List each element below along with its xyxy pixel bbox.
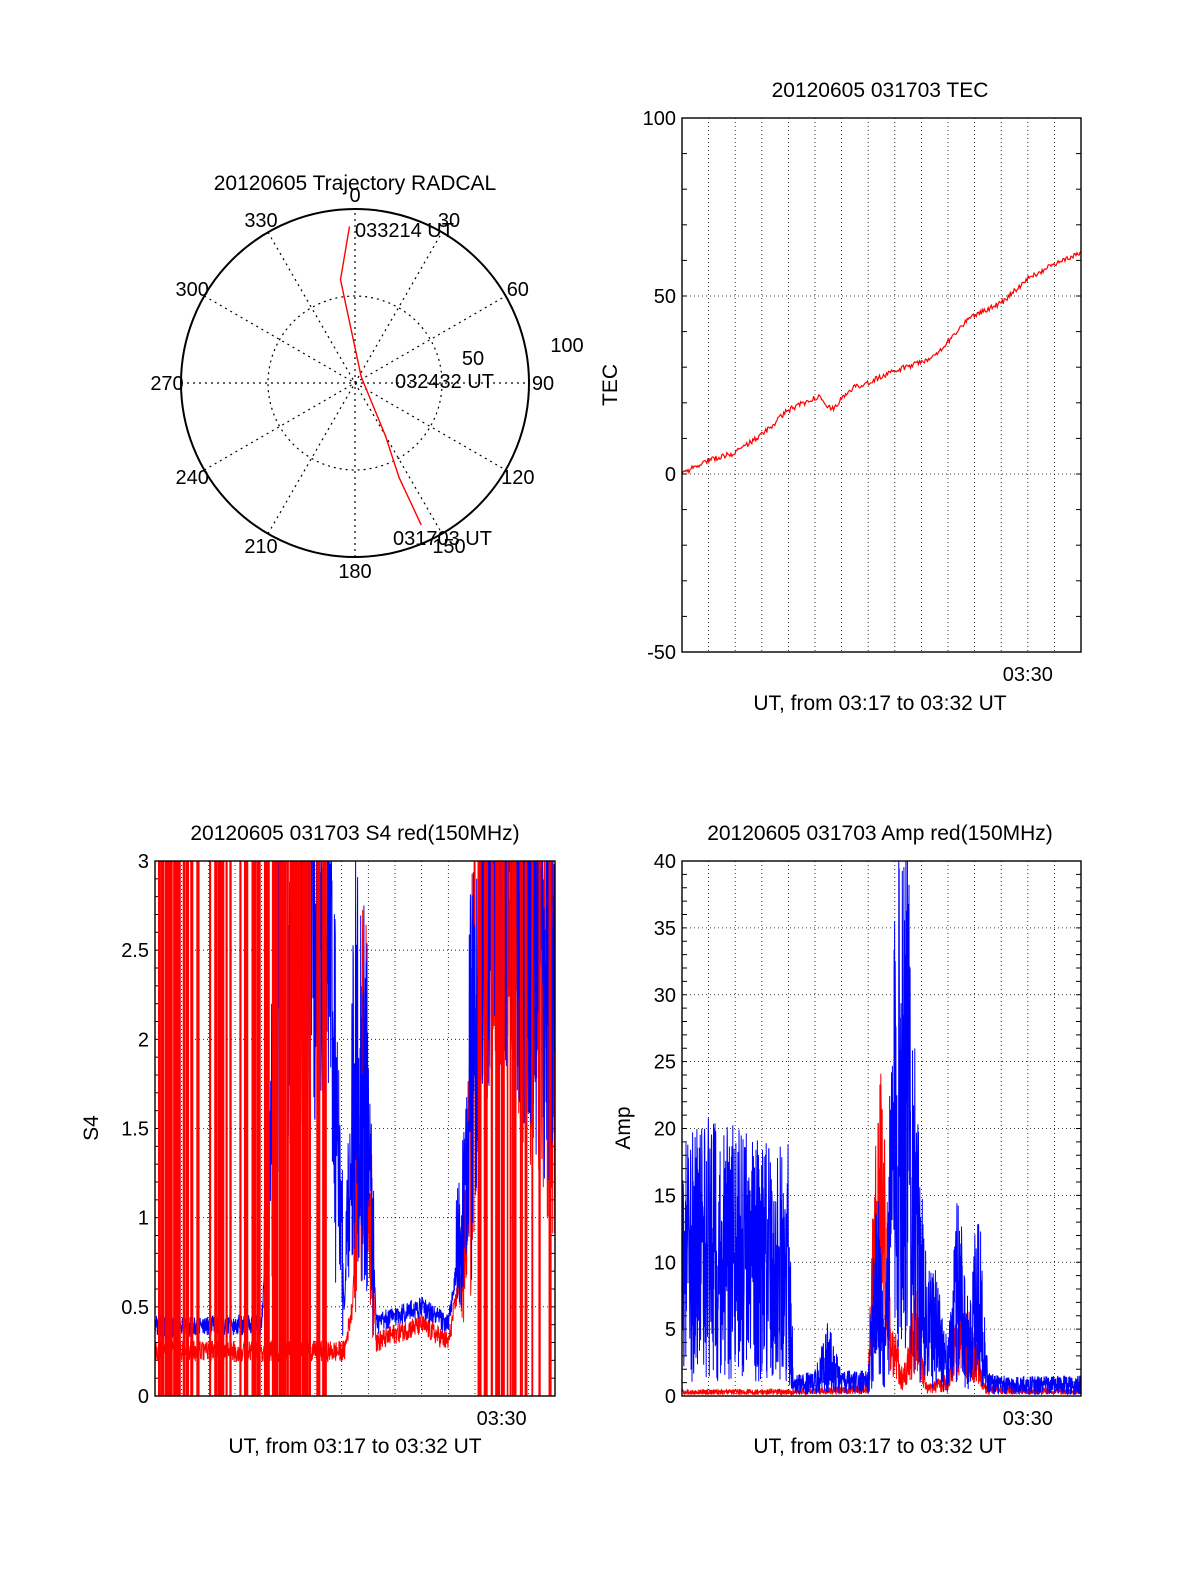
amp-xlabel: UT, from 03:17 to 03:32 UT	[753, 1435, 1006, 1458]
tec-title: 20120605 031703 TEC	[772, 79, 989, 102]
y-tick-label: 20	[654, 1119, 676, 1141]
y-tick-label: 2	[138, 1029, 149, 1051]
y-tick-label: 0.5	[121, 1297, 149, 1319]
plot-frame	[681, 117, 1082, 653]
y-tick-label: 3	[138, 851, 149, 873]
polar-angle-label-30: 30	[438, 210, 460, 232]
tec-plot: 20120605 031703 TEC UT, from 03:17 to 03…	[599, 79, 1082, 715]
polar-angle-label-330: 330	[244, 210, 277, 232]
y-tick-label: 40	[654, 851, 676, 873]
polar-angle-label-270: 270	[150, 373, 183, 395]
series-red-line	[682, 251, 1081, 475]
plot-data	[682, 861, 1081, 1396]
y-tick-label: 5	[665, 1319, 676, 1341]
y-tick-label: 0	[665, 1386, 676, 1408]
y-tick-label: 1	[138, 1208, 149, 1230]
y-tick-label: 50	[654, 286, 676, 308]
polar-angle-labels: 0 30 60 90 120 150 180 210 240 270 300 330	[150, 185, 554, 583]
x-tick-label: 03:30	[477, 1408, 527, 1430]
polar-angle-label-300: 300	[175, 279, 208, 301]
amp-plot: 20120605 031703 Amp red(150MHz) UT, from…	[612, 822, 1082, 1458]
s4-title: 20120605 031703 S4 red(150MHz)	[190, 822, 519, 845]
polar-angle-label-0: 0	[349, 185, 360, 207]
polar-title: 20120605 Trajectory RADCAL	[214, 172, 497, 195]
y-tick-label: 25	[654, 1052, 676, 1074]
amp-ylabel: Amp	[612, 1106, 635, 1149]
series-blue-line	[682, 861, 1081, 1396]
polar-angle-label-240: 240	[175, 467, 208, 489]
x-tick-label: 03:30	[1003, 1408, 1053, 1430]
plot-data	[682, 251, 1081, 475]
s4-ylabel: S4	[80, 1115, 103, 1141]
polar-angle-label-150: 150	[432, 536, 465, 558]
s4-xlabel: UT, from 03:17 to 03:32 UT	[228, 1435, 481, 1458]
plot-grid	[682, 118, 1081, 652]
plot-frame	[681, 860, 1082, 1397]
polar-radial-tick-50: 50	[462, 348, 484, 370]
polar-radial-tick-100: 100	[550, 335, 583, 357]
y-tick-label: -50	[647, 642, 676, 664]
y-tick-label: 0	[138, 1386, 149, 1408]
red-spike-group	[157, 861, 552, 1396]
polar-angle-label-60: 60	[507, 279, 529, 301]
polar-inner-ring	[267, 295, 443, 471]
y-tick-label: 35	[654, 918, 676, 940]
amp-title: 20120605 031703 Amp red(150MHz)	[707, 822, 1053, 845]
polar-angle-label-180: 180	[338, 561, 371, 583]
polar-annotation-mid: 032432 UT	[395, 371, 494, 393]
polar-trajectory	[339, 226, 422, 526]
y-tick-label: 100	[643, 108, 676, 130]
plot-frame	[154, 860, 556, 1397]
y-tick-label: 0	[665, 464, 676, 486]
y-tick-label: 2.5	[121, 940, 149, 962]
y-tick-label: 10	[654, 1252, 676, 1274]
polar-angle-label-210: 210	[244, 536, 277, 558]
y-tick-label: 30	[654, 985, 676, 1007]
polar-trajectory-line-0	[339, 226, 422, 526]
tec-xlabel: UT, from 03:17 to 03:32 UT	[753, 692, 1006, 715]
polar-angle-label-120: 120	[501, 467, 534, 489]
x-tick-label: 03:30	[1003, 664, 1053, 686]
polar-annotation-end: 033214 UT	[355, 220, 454, 242]
polar-angle-label-90: 90	[532, 373, 554, 395]
s4-plot: 20120605 031703 S4 red(150MHz) UT, from …	[80, 822, 556, 1458]
polar-annotation-start: 031703 UT	[393, 528, 492, 550]
y-tick-label: 15	[654, 1185, 676, 1207]
y-tick-label: 1.5	[121, 1119, 149, 1141]
polar-trajectory-plot: 20120605 Trajectory RADCAL 0 30 60 90 120 150…	[150, 172, 583, 583]
polar-spokes	[181, 209, 529, 557]
tec-ylabel: TEC	[599, 364, 622, 406]
plot-grid	[682, 861, 1081, 1396]
minor-ticks	[682, 117, 1081, 653]
polar-spoke-150	[267, 232, 443, 534]
